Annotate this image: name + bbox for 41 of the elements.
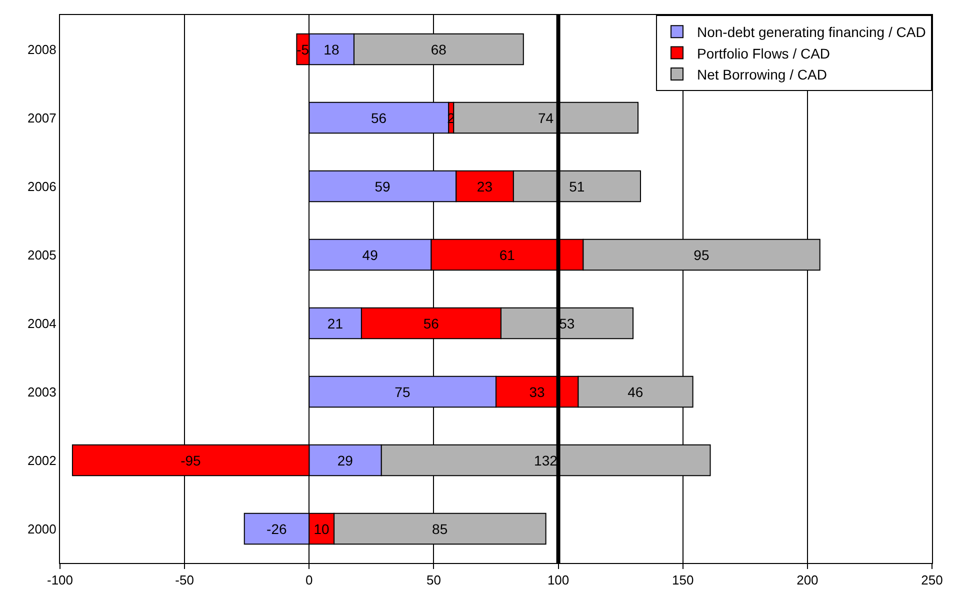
x-tick-label: 0 xyxy=(306,572,313,588)
data-label: 56 xyxy=(423,315,440,332)
data-label: -5 xyxy=(296,41,310,58)
y-tick-label: 2005 xyxy=(27,247,56,262)
data-label: 74 xyxy=(538,110,554,126)
data-label: 33 xyxy=(529,384,546,400)
data-label: -26 xyxy=(266,520,287,537)
x-tick-label: -100 xyxy=(46,572,74,588)
x-tick-label: 150 xyxy=(672,572,694,588)
data-label: -95 xyxy=(180,452,202,468)
legend-label: Net Borrowing / CAD xyxy=(697,66,827,82)
data-label: 85 xyxy=(432,520,448,537)
data-label: 49 xyxy=(362,246,378,263)
data-label: 132 xyxy=(534,452,558,468)
data-label: 23 xyxy=(476,178,493,194)
y-tick-label: 2008 xyxy=(27,42,56,57)
data-label: 61 xyxy=(499,246,516,263)
y-tick-label: 2007 xyxy=(27,110,56,126)
data-label: 18 xyxy=(324,41,340,58)
x-tick-label: 250 xyxy=(921,572,943,588)
y-tick-label: 2004 xyxy=(27,316,56,331)
data-label: 10 xyxy=(314,520,330,537)
x-tick-label: 100 xyxy=(547,572,570,588)
data-label: 51 xyxy=(569,178,585,194)
x-tick-label: 200 xyxy=(796,572,818,588)
data-label: 56 xyxy=(371,110,387,126)
data-label: 29 xyxy=(337,452,354,468)
x-tick-label: -50 xyxy=(175,572,194,588)
data-label: 75 xyxy=(394,384,410,400)
data-label: 21 xyxy=(327,315,344,332)
legend-label: Non-debt generating financing / CAD xyxy=(697,24,926,40)
y-tick-label: 2006 xyxy=(27,178,56,194)
data-label: 46 xyxy=(628,384,644,400)
data-label: 95 xyxy=(694,246,710,263)
data-label: 59 xyxy=(374,178,391,194)
y-tick-label: 2003 xyxy=(27,384,56,400)
legend-label: Portfolio Flows / CAD xyxy=(697,45,830,62)
data-label: 68 xyxy=(430,41,447,58)
x-tick-label: 50 xyxy=(426,572,441,588)
y-tick-label: 2000 xyxy=(27,521,56,536)
y-tick-label: 2002 xyxy=(27,452,56,468)
